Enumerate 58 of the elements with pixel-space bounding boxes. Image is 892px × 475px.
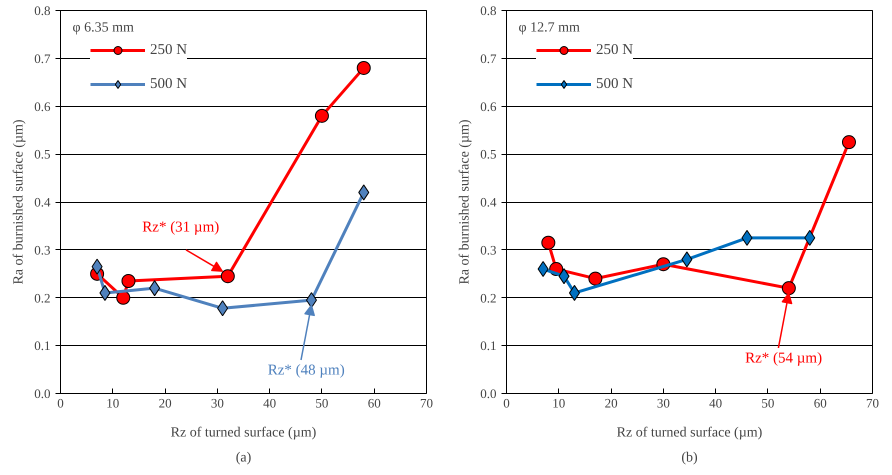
y-axis-title: Ra of burnished surface (µm) [11,119,26,285]
legend-label: 250 N [596,42,634,58]
y-axis-title: Ra of burnished surface (µm) [457,119,472,285]
x-tick-label: 20 [158,396,172,410]
y-tick-label: 0.8 [34,3,50,18]
x-tick-label: 20 [604,396,618,410]
x-tick-label: 10 [552,396,566,410]
x-tick-label: 0 [503,396,510,410]
x-tick-label: 10 [106,396,120,410]
x-tick-label: 30 [210,396,224,410]
y-tick-label: 0.5 [34,146,50,162]
x-tick-label: 40 [263,396,276,410]
annotation: Rz* (54 µm) [745,350,822,366]
legend-label: 500 N [596,76,634,92]
point [842,135,856,150]
y-tick-label: 0.4 [480,194,497,210]
y-tick-label: 0.0 [34,386,50,401]
legend-label: 250 N [150,42,188,58]
text: (b) [681,450,698,466]
point [782,281,796,296]
legend-label: 500 N [150,76,188,92]
point [314,108,329,123]
x-axis-title: Rz of turned surface (µm) [616,426,763,440]
annotation: φ 12.7 mm [518,20,580,36]
point [541,236,556,250]
x-axis-title: Rz of turned surface (µm) [170,426,317,440]
x-tick-label: 70 [866,396,879,410]
y-tick-label: 0.5 [480,146,496,162]
y-tick-label: 0.7 [480,50,497,66]
y-tick-label: 0.3 [34,242,50,258]
y-tick-label: 0.6 [34,98,51,114]
text: (a) [236,450,252,466]
x-tick-label: 40 [709,396,722,410]
x-tick-label: 60 [368,396,381,410]
point [121,274,136,288]
y-tick-label: 0.7 [34,50,51,66]
x-tick-label: 70 [420,396,433,410]
y-tick-label: 0.2 [480,290,496,306]
y-tick-label: 0.3 [480,242,496,258]
x-tick-label: 0 [57,396,64,410]
y-tick-label: 0.2 [34,290,50,306]
point [356,60,371,75]
x-tick-label: 60 [814,396,827,410]
point [116,290,130,305]
point [588,272,602,286]
y-tick-label: 0.1 [480,338,496,354]
annotation: Rz* (48 µm) [268,362,345,378]
point [220,269,235,284]
x-tick-label: 50 [761,396,774,410]
y-tick-label: 0.6 [480,98,497,114]
y-tick-label: 0.4 [34,194,51,210]
y-tick-label: 0.0 [480,386,496,401]
annotation: φ 6.35 mm [72,20,134,36]
x-tick-label: 50 [315,396,328,410]
x-tick-label: 30 [656,396,670,410]
annotation: Rz* (31 µm) [142,220,220,236]
y-tick-label: 0.1 [34,338,50,354]
y-tick-label: 0.8 [480,3,496,18]
